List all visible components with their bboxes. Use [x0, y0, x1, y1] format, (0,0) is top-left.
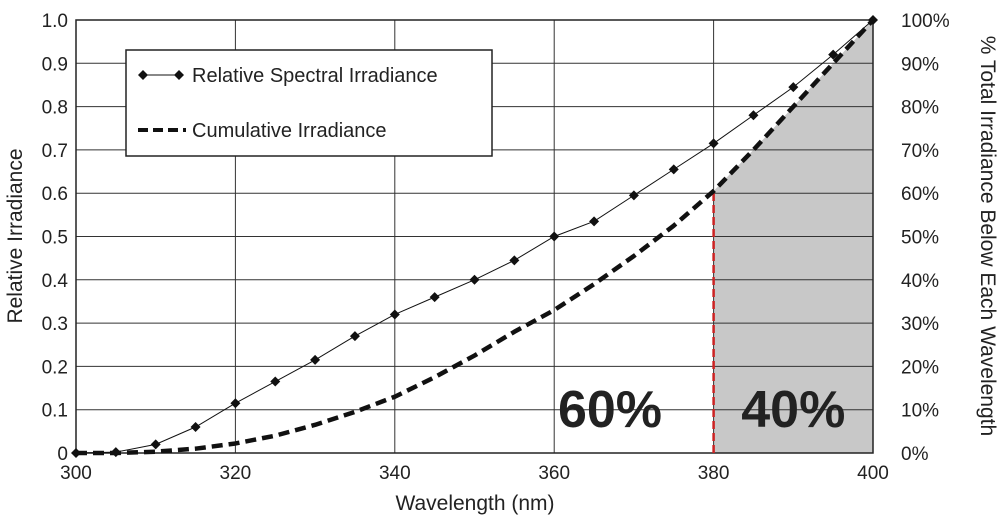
legend-label-spectral: Relative Spectral Irradiance [192, 65, 438, 87]
y2-tick-label: 30% [901, 314, 939, 335]
y2-tick-label: 10% [901, 401, 939, 422]
plot-border [75, 19, 874, 454]
spectral-data-point [668, 164, 679, 175]
y-tick-label: 0.3 [42, 314, 68, 335]
spectral-data-point [628, 190, 639, 201]
y-tick-label: 1.0 [42, 11, 68, 32]
x-tick-label: 300 [60, 463, 92, 484]
x-tick-label: 320 [220, 463, 252, 484]
spectral-data-point [589, 216, 600, 227]
spectral-data-point [270, 376, 281, 387]
x-tick-label: 360 [538, 463, 570, 484]
series-layer [71, 15, 878, 458]
x-tick-label: 400 [857, 463, 889, 484]
y-tick-label: 0.1 [42, 401, 68, 422]
y2-tick-label: 80% [901, 98, 939, 119]
spectral-data-point [349, 331, 360, 342]
y-axis-title: Relative Irradiance [4, 148, 27, 323]
y2-tick-label: 60% [901, 184, 939, 205]
percent-annotation: 60% [558, 381, 662, 439]
y2-tick-label: 50% [901, 228, 939, 249]
spectral-data-point [828, 49, 839, 60]
y-tick-label: 0.5 [42, 228, 68, 249]
y2-tick-label: 90% [901, 54, 939, 75]
x-tick-label: 380 [698, 463, 730, 484]
legend-box [125, 49, 493, 157]
y2-tick-label: 0% [901, 444, 929, 465]
x-tick-label: 340 [379, 463, 411, 484]
spectral-data-point [230, 398, 241, 409]
y-tick-label: 0.4 [42, 271, 69, 292]
y2-tick-label: 40% [901, 271, 939, 292]
spectral-data-point [389, 309, 400, 320]
spectral-data-point [150, 439, 161, 450]
y-tick-label: 0.7 [42, 141, 68, 162]
spectral-data-point [708, 138, 719, 149]
y2-tick-label: 100% [901, 11, 950, 32]
y-tick-label: 0.9 [42, 54, 68, 75]
series-line-cumulative-irradiance [76, 18, 875, 456]
spectral-data-point [310, 354, 321, 365]
legend-label-cumulative: Cumulative Irradiance [192, 120, 387, 142]
y-tick-label: 0.8 [42, 98, 68, 119]
y-tick-label: 0.2 [42, 357, 68, 378]
y2-axis-title: % Total Irradiance Below Each Wavelength [976, 36, 999, 436]
percent-annotation: 40% [741, 381, 845, 439]
spectral-data-point [469, 274, 480, 285]
spectral-data-point [429, 292, 440, 303]
spectral-data-point [190, 422, 201, 433]
spectral-data-point [549, 231, 560, 242]
spectral-data-point [788, 82, 799, 93]
spectral-data-point [748, 110, 759, 121]
legend: Relative Spectral Irradiance Cumulative … [125, 49, 493, 157]
legend-swatch-spectral-marker-right [174, 70, 184, 80]
y2-tick-label: 70% [901, 141, 939, 162]
annotation-layer: 60% 40% [558, 381, 845, 439]
y2-tick-label: 20% [901, 357, 939, 378]
spectral-data-point [509, 255, 520, 266]
legend-swatch-spectral-marker-left [138, 70, 148, 80]
y-tick-label: 0.6 [42, 184, 68, 205]
x-axis-title: Wavelength (nm) [395, 492, 554, 515]
axis-layer: 300 320 340 360 380 400 0 0.1 0.2 0.3 0.4 0.5 0.6 0.7… [42, 11, 950, 484]
y-tick-label: 0 [57, 444, 68, 465]
